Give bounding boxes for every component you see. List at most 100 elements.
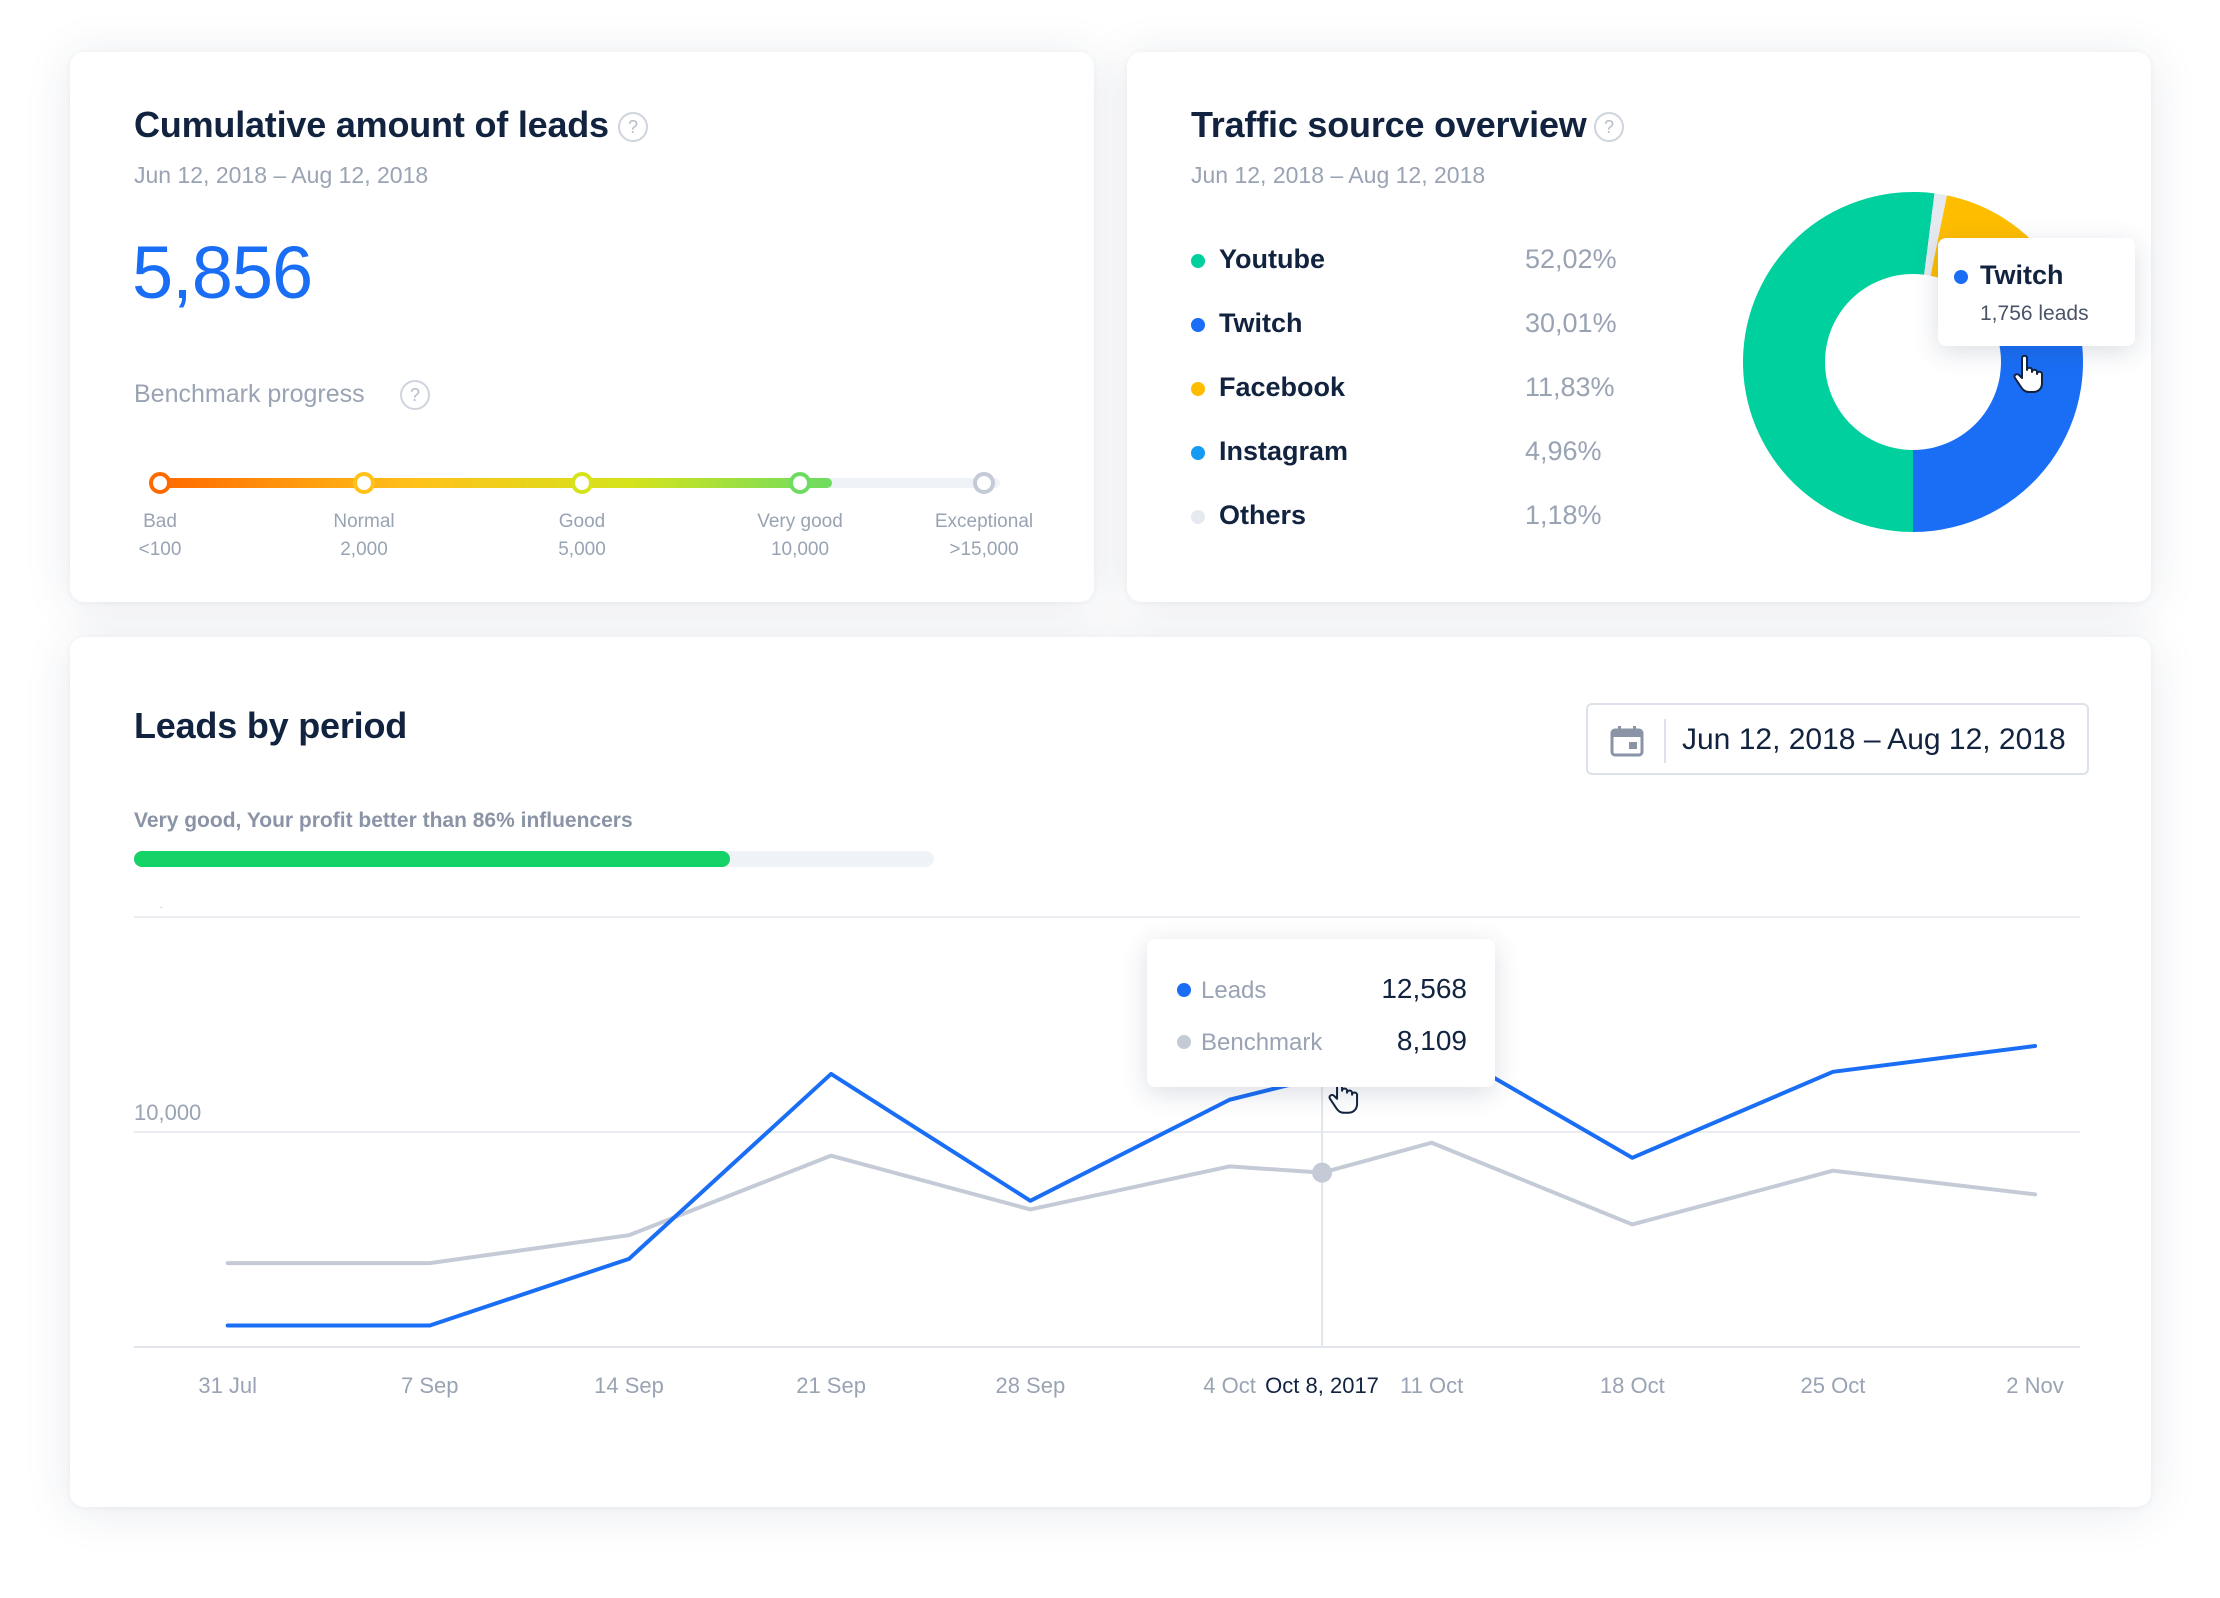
tooltip-title: Twitch (1980, 260, 2064, 290)
y-tick-label: 20,000 (134, 907, 201, 910)
legend-item-facebook[interactable]: Facebook 11,83% (1191, 368, 1651, 408)
hover-label-bg (1256, 1371, 1389, 1401)
hand-cursor-icon (1328, 1075, 1359, 1114)
legend-item-instagram[interactable]: Instagram 4,96% (1191, 432, 1651, 472)
tooltip-detail: 1,756 leads (1980, 302, 2089, 325)
tooltip-row-benchmark: Benchmark 8,109 (1177, 1025, 1467, 1059)
total-leads-value: 5,856 (132, 231, 313, 314)
milestone-good: Good 5,000 (502, 508, 662, 564)
x-tick-label: 7 Sep (401, 1373, 459, 1398)
milestone-normal: Normal 2,000 (284, 508, 444, 564)
hand-cursor-icon (2013, 354, 2043, 393)
date-range-value: Jun 12, 2018 – Aug 12, 2018 (1682, 723, 2066, 756)
legend-item-youtube[interactable]: Youtube 52,02% (1191, 240, 1651, 280)
series-line-benchmark[interactable] (225, 1140, 2038, 1266)
benchmark-progress-bar (149, 472, 1000, 494)
milestone-marker (973, 472, 995, 494)
milestone-value: >15,000 (949, 539, 1019, 560)
x-tick-label: 11 Oct (1400, 1373, 1463, 1398)
milestone-value: <100 (138, 539, 182, 560)
donut-tooltip: Twitch 1,756 leads (1938, 238, 2135, 346)
traffic-legend: Youtube 52,02% Twitch 30,01% Facebook 11,83% I… (1191, 240, 1671, 570)
donut-slice-twitch[interactable] (1913, 309, 2083, 532)
profit-progress-fill (134, 851, 730, 867)
legend-name: Others (1219, 500, 1307, 530)
x-tick-label: 18 Oct (1600, 1373, 1665, 1398)
legend-dot (1191, 382, 1205, 396)
tooltip-label: Leads (1201, 977, 1267, 1004)
legend-percent: 1,18% (1525, 500, 1602, 530)
donut-slice-youtube[interactable] (1742, 191, 1935, 532)
legend-name: Instagram (1219, 436, 1349, 466)
card-title: Leads by period (134, 705, 408, 746)
tooltip-value: 12,568 (1381, 973, 1467, 1004)
milestone-very-good: Very good 10,000 (720, 508, 880, 564)
milestone-value: 2,000 (340, 539, 388, 560)
milestone-bad: Bad <100 (80, 508, 240, 564)
milestone-value: 5,000 (558, 539, 606, 560)
help-icon[interactable]: ? (1594, 112, 1624, 142)
milestone-marker (789, 472, 811, 494)
legend-percent: 4,96% (1525, 436, 1602, 466)
legend-name: Facebook (1219, 372, 1346, 402)
x-tick-label: 4 Oct (1203, 1373, 1256, 1398)
legend-item-others[interactable]: Others 1,18% (1191, 496, 1651, 536)
x-tick-label: 25 Oct (1801, 1373, 1866, 1398)
legend-name: Twitch (1219, 308, 1303, 338)
card-title: Traffic source overview (1191, 104, 1587, 145)
legend-dot (1191, 318, 1205, 332)
picker-divider (1664, 719, 1666, 763)
tooltip-dot (1177, 983, 1191, 997)
profit-progress-track (134, 851, 934, 867)
help-icon[interactable]: ? (400, 380, 430, 410)
milestone-label: Very good (757, 511, 843, 532)
milestone-marker (149, 472, 171, 494)
legend-dot (1191, 446, 1205, 460)
tooltip-label: Benchmark (1201, 1029, 1323, 1056)
x-tick-label: 31 Jul (198, 1373, 257, 1398)
x-tick-label: 2 Nov (2006, 1373, 2063, 1398)
benchmark-milestones: Bad <100 Normal 2,000 Good 5,000 Very good 10,0… (70, 456, 1094, 560)
legend-percent: 30,01% (1525, 308, 1617, 338)
x-tick-label: 21 Sep (796, 1373, 866, 1398)
highlight-point-benchmark[interactable] (1312, 1162, 1333, 1183)
series-line-leads[interactable] (225, 1039, 2038, 1328)
milestone-label: Good (558, 511, 606, 532)
y-tick-label: 10,000 (134, 1100, 201, 1125)
date-range: Jun 12, 2018 – Aug 12, 2018 (134, 162, 429, 188)
tooltip-dot (1177, 1035, 1191, 1049)
milestone-exceptional: Exceptional >15,000 (904, 508, 1064, 564)
traffic-donut-chart[interactable] (1703, 152, 2123, 572)
donut-slice-others[interactable] (1924, 193, 1947, 276)
legend-percent: 11,83% (1525, 372, 1615, 402)
profit-caption: Very good, Your profit better than 86% i… (134, 809, 633, 832)
milestone-marker (571, 472, 593, 494)
legend-dot (1191, 254, 1205, 268)
tooltip-row-leads: Leads 12,568 (1177, 973, 1467, 1007)
benchmark-progress-label: Benchmark progress (134, 380, 365, 408)
hover-x-label: Oct 8, 2017 (1265, 1373, 1379, 1398)
date-range-picker[interactable]: Jun 12, 2018 – Aug 12, 2018 (1586, 703, 2089, 775)
date-range: Jun 12, 2018 – Aug 12, 2018 (1191, 162, 1486, 188)
leads-line-chart[interactable]: 10,000 20,000 31 Jul 7 Sep 14 Sep 21 Sep 28 Se… (70, 907, 2151, 1507)
milestone-label: Exceptional (934, 511, 1034, 532)
milestone-label: Bad (143, 511, 177, 532)
milestone-label: Normal (333, 511, 395, 532)
help-icon[interactable]: ? (618, 112, 648, 142)
cumulative-leads-card: Cumulative amount of leads ? Jun 12, 201… (70, 52, 1094, 602)
legend-dot (1191, 510, 1205, 524)
card-title: Cumulative amount of leads (134, 104, 609, 145)
legend-name: Youtube (1219, 244, 1325, 274)
legend-item-twitch[interactable]: Twitch 30,01% (1191, 304, 1651, 344)
chart-tooltip: Leads 12,568 Benchmark 8,109 (1147, 939, 1495, 1087)
leads-by-period-card: Leads by period Jun 12, 2018 – Aug 12, 2… (70, 637, 2151, 1507)
milestone-value: 10,000 (770, 539, 830, 560)
x-tick-label: 14 Sep (594, 1373, 664, 1398)
tooltip-dot (1954, 270, 1968, 284)
traffic-source-card: Traffic source overview ? Jun 12, 2018 –… (1127, 52, 2151, 602)
x-tick-label: 28 Sep (995, 1373, 1065, 1398)
legend-percent: 52,02% (1525, 244, 1617, 274)
calendar-icon (1610, 726, 1644, 757)
benchmark-fill (160, 478, 832, 488)
tooltip-value: 8,109 (1396, 1025, 1467, 1056)
